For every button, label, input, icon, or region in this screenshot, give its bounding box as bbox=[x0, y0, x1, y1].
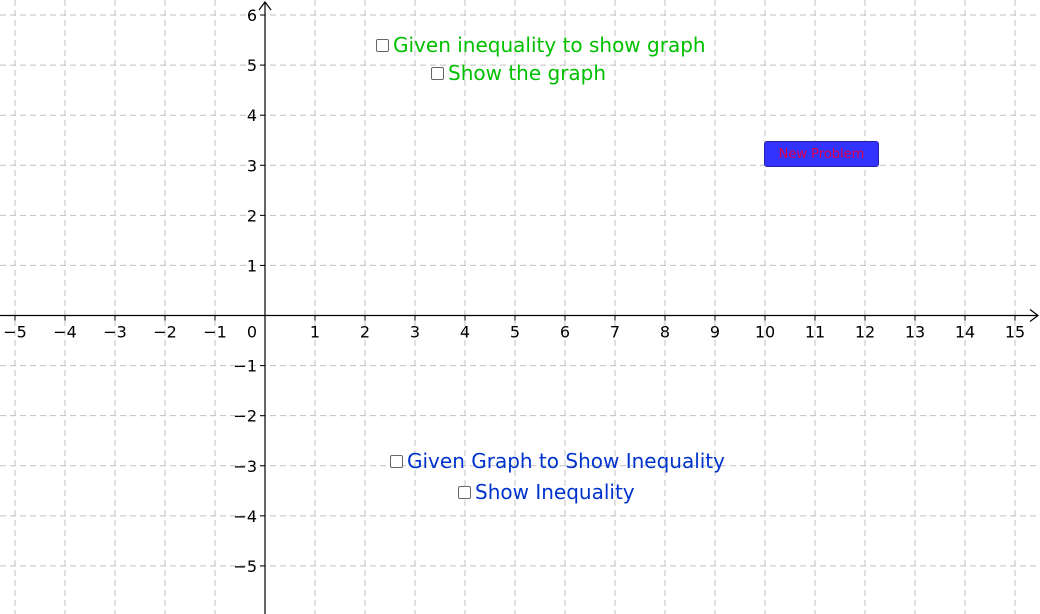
x-tick-label: −3 bbox=[103, 323, 127, 342]
y-tick-label: 5 bbox=[247, 56, 257, 75]
x-tick-label: 10 bbox=[755, 323, 775, 342]
x-tick-label: 2 bbox=[360, 323, 370, 342]
checkbox-given-graph[interactable]: Given Graph to Show Inequality bbox=[390, 449, 725, 473]
y-axis-ticks: 6 5 4 3 2 1 −1 −2 −3 −4 −5 bbox=[233, 6, 265, 576]
x-tick-label: 9 bbox=[710, 323, 720, 342]
y-tick-label: 3 bbox=[247, 156, 257, 175]
x-axis-arrow-icon bbox=[1029, 309, 1039, 322]
new-problem-button[interactable]: New Problem bbox=[764, 141, 879, 167]
checkbox-box[interactable] bbox=[431, 66, 444, 80]
y-tick-label: 2 bbox=[247, 206, 257, 225]
y-tick-label: 4 bbox=[247, 106, 257, 125]
x-tick-label: 7 bbox=[610, 323, 620, 342]
x-tick-label: 5 bbox=[510, 323, 520, 342]
x-tick-label: 11 bbox=[805, 323, 825, 342]
checkbox-label: Given Graph to Show Inequality bbox=[407, 449, 725, 473]
checkbox-show-graph[interactable]: Show the graph bbox=[431, 61, 606, 85]
checkbox-show-inequality[interactable]: Show Inequality bbox=[458, 480, 635, 504]
y-tick-label: −1 bbox=[233, 357, 257, 376]
checkbox-label: Show the graph bbox=[448, 61, 607, 85]
checkbox-box[interactable] bbox=[458, 485, 471, 499]
checkbox-label: Show Inequality bbox=[475, 480, 635, 504]
x-tick-label: 3 bbox=[410, 323, 420, 342]
checkbox-label: Given inequality to show graph bbox=[393, 33, 706, 57]
x-tick-label: −2 bbox=[153, 323, 177, 342]
x-axis-ticks: −5 −4 −3 −2 −1 1 2 3 4 5 6 7 8 9 10 11 12 13 14 15 bbox=[3, 315, 1025, 342]
checkbox-box[interactable] bbox=[390, 454, 403, 468]
x-tick-label: 15 bbox=[1005, 323, 1025, 342]
x-tick-label: 12 bbox=[855, 323, 875, 342]
origin-label: 0 bbox=[247, 323, 257, 342]
checkbox-given-inequality[interactable]: Given inequality to show graph bbox=[376, 33, 706, 57]
x-tick-label: 13 bbox=[905, 323, 925, 342]
y-tick-label: −2 bbox=[233, 407, 257, 426]
x-tick-label: 1 bbox=[310, 323, 320, 342]
x-tick-label: −1 bbox=[203, 323, 227, 342]
x-tick-label: 6 bbox=[560, 323, 570, 342]
y-axis-arrow-icon bbox=[258, 0, 272, 11]
x-tick-label: −5 bbox=[3, 323, 27, 342]
checkbox-box[interactable] bbox=[376, 38, 389, 52]
y-tick-label: 6 bbox=[247, 6, 257, 25]
x-tick-label: 14 bbox=[955, 323, 975, 342]
y-tick-label: −3 bbox=[233, 457, 257, 476]
y-tick-label: 1 bbox=[247, 256, 257, 275]
y-tick-label: −5 bbox=[233, 557, 257, 576]
x-tick-label: −4 bbox=[53, 323, 77, 342]
x-tick-label: 8 bbox=[660, 323, 670, 342]
x-tick-label: 4 bbox=[460, 323, 470, 342]
y-tick-label: −4 bbox=[233, 507, 257, 526]
